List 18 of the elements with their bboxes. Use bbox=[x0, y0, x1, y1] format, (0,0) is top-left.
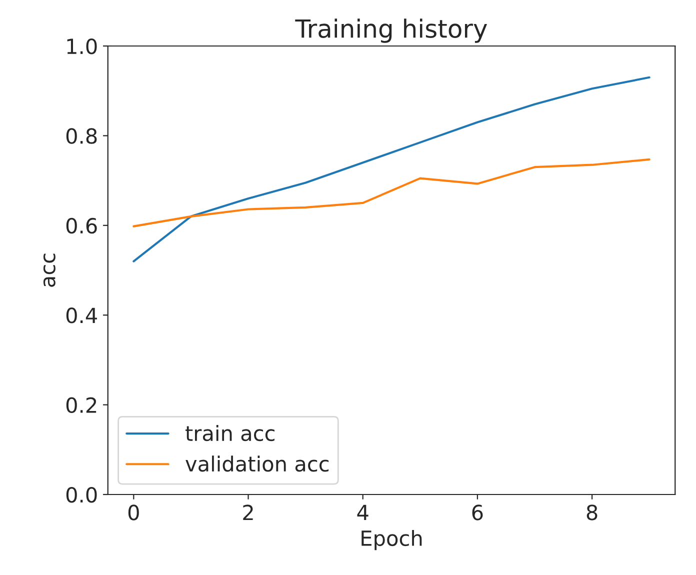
y-tick-label: 0.4 bbox=[66, 308, 97, 324]
chart-title: Training history bbox=[295, 18, 488, 43]
y-tick-label: 0.6 bbox=[66, 218, 97, 234]
y-tick-label: 0.0 bbox=[66, 486, 97, 503]
legend-label: validation acc bbox=[186, 456, 329, 472]
line-series bbox=[132, 158, 650, 228]
y-axis-title: acc bbox=[43, 254, 56, 287]
x-tick-label: 2 bbox=[243, 504, 253, 520]
x-tick-label: 0 bbox=[128, 504, 139, 520]
y-tick-label: 0.8 bbox=[66, 128, 97, 144]
x-tick-label: 4 bbox=[357, 504, 368, 520]
x-tick-label: 6 bbox=[472, 504, 483, 520]
y-tick-label: 0.2 bbox=[66, 397, 96, 414]
legend-label: train acc bbox=[186, 425, 274, 442]
x-axis-title: Epoch bbox=[362, 530, 422, 550]
line-series bbox=[132, 76, 650, 262]
y-tick-label: 1.0 bbox=[67, 38, 97, 54]
x-tick-label: 8 bbox=[586, 504, 598, 520]
